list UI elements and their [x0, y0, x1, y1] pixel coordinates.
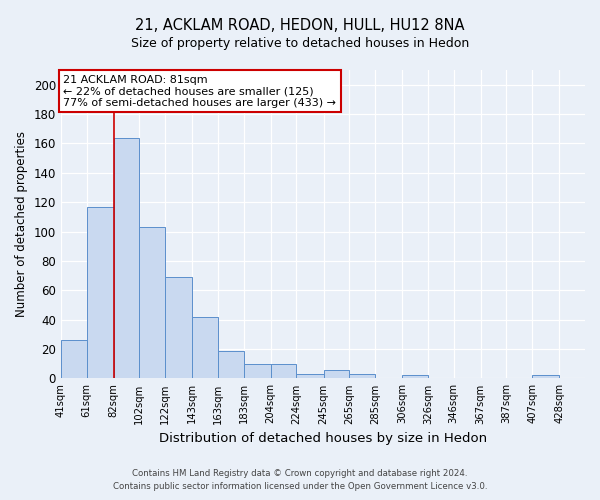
- Text: Contains HM Land Registry data © Crown copyright and database right 2024.: Contains HM Land Registry data © Crown c…: [132, 468, 468, 477]
- Bar: [86, 206, 113, 378]
- Bar: [165, 277, 192, 378]
- Text: Size of property relative to detached houses in Hedon: Size of property relative to detached ho…: [131, 38, 469, 51]
- Bar: [192, 316, 218, 378]
- Text: Contains public sector information licensed under the Open Government Licence v3: Contains public sector information licen…: [113, 482, 487, 491]
- Bar: [61, 340, 86, 378]
- Bar: [244, 364, 271, 378]
- Y-axis label: Number of detached properties: Number of detached properties: [15, 131, 28, 317]
- Bar: [532, 376, 559, 378]
- Bar: [113, 138, 139, 378]
- Bar: [349, 374, 375, 378]
- Bar: [139, 227, 165, 378]
- Bar: [323, 370, 349, 378]
- Bar: [296, 374, 323, 378]
- Bar: [402, 376, 428, 378]
- Text: 21, ACKLAM ROAD, HEDON, HULL, HU12 8NA: 21, ACKLAM ROAD, HEDON, HULL, HU12 8NA: [135, 18, 465, 32]
- X-axis label: Distribution of detached houses by size in Hedon: Distribution of detached houses by size …: [159, 432, 487, 445]
- Bar: [271, 364, 296, 378]
- Bar: [218, 350, 244, 378]
- Text: 21 ACKLAM ROAD: 81sqm
← 22% of detached houses are smaller (125)
77% of semi-det: 21 ACKLAM ROAD: 81sqm ← 22% of detached …: [64, 74, 337, 108]
